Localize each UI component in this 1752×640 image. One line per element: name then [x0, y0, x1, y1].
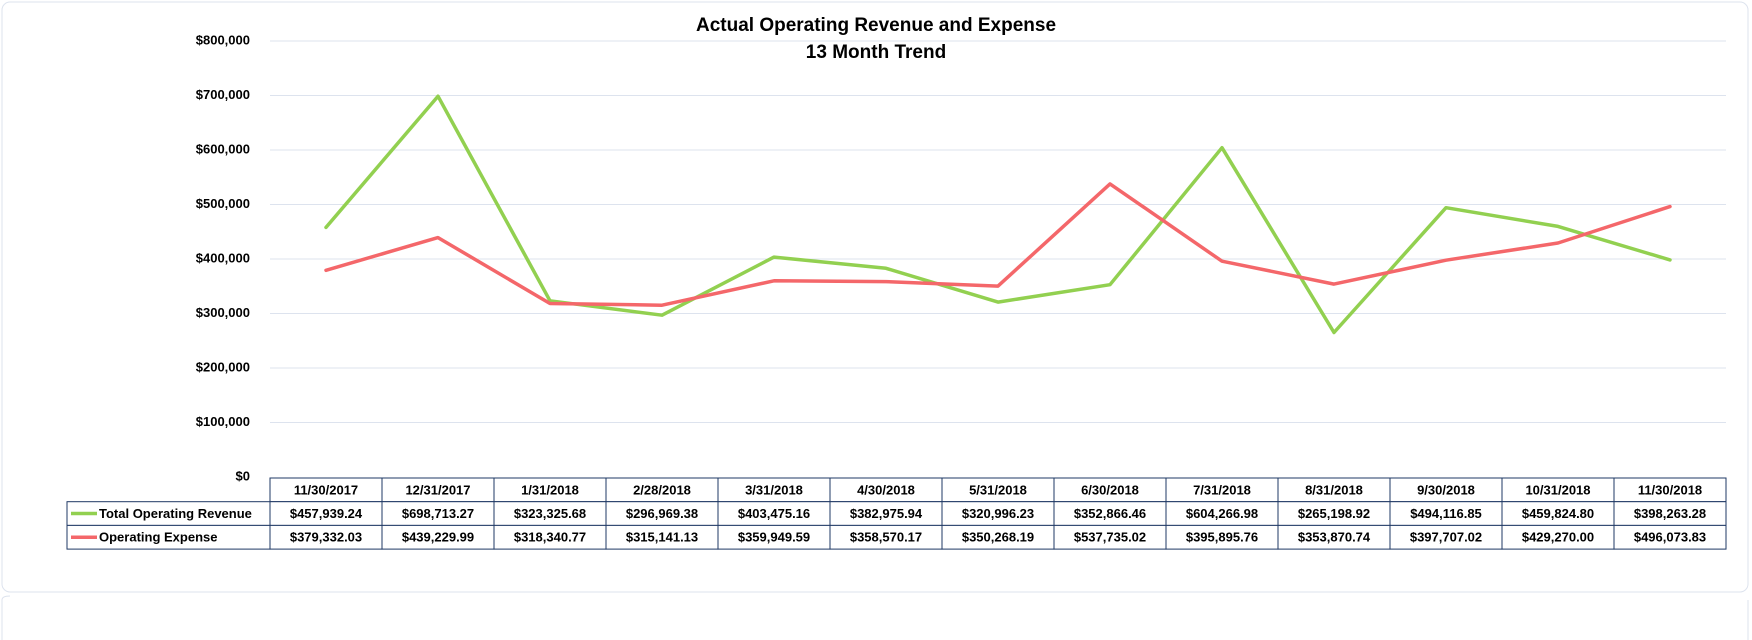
y-tick-label: $700,000 [196, 87, 250, 102]
data-label: $429,270.00 [1522, 530, 1594, 545]
data-label: $604,266.98 [1186, 506, 1258, 521]
x-tick-label: 11/30/2018 [1638, 482, 1702, 497]
data-label: $494,116.85 [1410, 506, 1482, 521]
data-label: $439,229.99 [402, 530, 474, 545]
data-label: $315,141.13 [626, 530, 698, 545]
x-tick-label: 8/31/2018 [1305, 482, 1363, 497]
data-label: $323,325.68 [514, 506, 586, 521]
x-tick-label: 3/31/2018 [745, 482, 803, 497]
data-label: $698,713.27 [402, 506, 474, 521]
lower-card [1, 595, 1749, 640]
series-line [324, 182, 1672, 307]
data-label: $350,268.19 [962, 530, 1034, 545]
y-tick-label: $100,000 [196, 414, 250, 429]
chart-subtitle: 13 Month Trend [806, 42, 946, 63]
y-tick-label: $300,000 [196, 305, 250, 320]
data-label: $379,332.03 [290, 530, 362, 545]
data-label: $265,198.92 [1298, 506, 1370, 521]
chart-title: Actual Operating Revenue and Expense [696, 15, 1056, 36]
legend-label: Operating Expense [99, 530, 217, 545]
x-tick-label: 6/30/2018 [1081, 482, 1139, 497]
x-tick-label: 9/30/2018 [1417, 482, 1475, 497]
data-label: $403,475.16 [738, 506, 810, 521]
data-label: $352,866.46 [1074, 506, 1146, 521]
data-label: $537,735.02 [1074, 530, 1146, 545]
series-line [324, 94, 1672, 335]
data-label: $358,570.17 [850, 530, 922, 545]
data-label: $496,073.83 [1634, 530, 1706, 545]
y-tick-label: $0 [236, 468, 250, 483]
data-label: $359,949.59 [738, 530, 810, 545]
table-cell [1613, 524, 1727, 550]
y-tick-label: $600,000 [196, 141, 250, 156]
x-tick-label: 10/31/2018 [1525, 482, 1590, 497]
data-label: $457,939.24 [290, 506, 363, 521]
x-tick-label: 11/30/2017 [294, 482, 358, 497]
data-label: $395,895.76 [1186, 530, 1258, 545]
y-tick-label: $500,000 [196, 196, 250, 211]
data-label: $459,824.80 [1522, 506, 1594, 521]
data-label: $353,870.74 [1298, 530, 1371, 545]
data-label: $296,969.38 [626, 506, 698, 521]
data-label: $382,975.94 [850, 506, 923, 521]
x-tick-label: 7/31/2018 [1193, 482, 1251, 497]
y-tick-label: $800,000 [196, 32, 250, 47]
y-tick-label: $200,000 [196, 359, 250, 374]
data-label: $318,340.77 [514, 530, 586, 545]
data-label: $320,996.23 [962, 506, 1034, 521]
x-tick-label: 1/31/2018 [521, 482, 579, 497]
x-tick-label: 4/30/2018 [857, 482, 915, 497]
x-tick-label: 12/31/2017 [405, 482, 470, 497]
data-label: $397,707.02 [1410, 530, 1482, 545]
x-tick-label: 5/31/2018 [969, 482, 1027, 497]
legend-label: Total Operating Revenue [99, 506, 252, 521]
data-label: $398,263.28 [1634, 506, 1706, 521]
y-tick-label: $400,000 [196, 250, 250, 265]
x-tick-label: 2/28/2018 [633, 482, 691, 497]
